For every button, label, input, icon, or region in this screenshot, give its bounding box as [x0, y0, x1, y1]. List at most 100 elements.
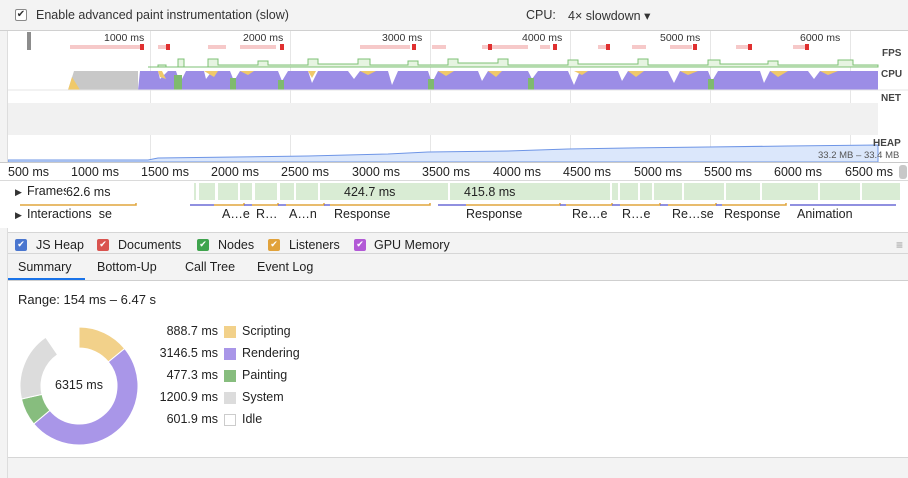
- legend-label: Rendering: [242, 346, 300, 360]
- ruler-tick: 6500 ms: [845, 165, 893, 179]
- overview-tick: 2000 ms: [243, 32, 284, 44]
- fps-track-label: FPS: [882, 48, 902, 59]
- overview-gridline: [290, 31, 291, 162]
- overview-tick: 1000 ms: [104, 32, 145, 44]
- interaction-item[interactable]: A…n: [289, 207, 317, 221]
- interactions-label[interactable]: Interactions: [27, 207, 92, 221]
- overview-tick: 5000 ms: [660, 32, 701, 44]
- ruler-tick: 5000 ms: [634, 165, 682, 179]
- tab-summary[interactable]: Summary: [18, 260, 72, 274]
- active-tab-indicator: [8, 278, 85, 280]
- interactions-expand-icon[interactable]: ▶: [15, 210, 22, 220]
- listeners-label[interactable]: Listeners: [289, 238, 340, 252]
- overview-gridline: [570, 31, 571, 162]
- donut-slice-idle: [45, 326, 80, 356]
- ruler-tick: 5500 ms: [704, 165, 752, 179]
- interactions-track[interactable]: ▶ Interactions Response A…e R… A…n Respo…: [0, 203, 908, 228]
- interaction-item[interactable]: Response: [334, 207, 391, 221]
- cpu-throttle-select[interactable]: 4× slowdown ▾: [568, 9, 651, 23]
- frames-label[interactable]: Frames: [27, 184, 70, 198]
- screenshot-filmstrip: [8, 103, 878, 135]
- cpu-painting-marks: [174, 75, 714, 90]
- fps-graph: [148, 58, 879, 68]
- range-label: Range: 154 ms – 6.47 s: [18, 292, 157, 307]
- summary-panel: Range: 154 ms – 6.47 s 6315 ms 888.7 ms …: [8, 281, 908, 457]
- details-tabbar: Summary Bottom-Up Call Tree Event Log: [8, 254, 908, 281]
- interaction-item[interactable]: Response: [99, 207, 112, 221]
- drag-handle-icon[interactable]: ≡: [896, 238, 904, 252]
- overview-tick: 6000 ms: [800, 32, 841, 44]
- tab-call-tree[interactable]: Call Tree: [185, 260, 236, 274]
- summary-donut-chart: [19, 326, 139, 446]
- frames-bars: [46, 183, 900, 200]
- interaction-brackets: [20, 203, 896, 206]
- net-track-label: NET: [881, 93, 901, 104]
- paint-instrumentation-checkbox[interactable]: ✔: [15, 9, 27, 21]
- legend-value: 601.9 ms: [166, 412, 218, 426]
- frames-track[interactable]: ▶ Frames 62.6 ms 424.7 ms 415.8 ms: [0, 181, 908, 203]
- ruler-tick: 3500 ms: [422, 165, 470, 179]
- tab-event-log[interactable]: Event Log: [257, 260, 314, 274]
- interaction-item[interactable]: Re…e: [572, 207, 608, 221]
- legend-label: Scripting: [242, 324, 291, 338]
- overview-tick: 3000 ms: [382, 32, 423, 44]
- legend-swatch: [224, 414, 236, 426]
- legend-swatch: [224, 370, 236, 382]
- time-ruler: 500 ms 1000 ms 1500 ms 2000 ms 2500 ms 3…: [0, 162, 908, 181]
- interaction-item[interactable]: Response: [724, 207, 781, 221]
- js-heap-checkbox[interactable]: ✔: [15, 239, 27, 251]
- documents-label[interactable]: Documents: [118, 238, 182, 252]
- legend-value: 1200.9 ms: [159, 390, 218, 404]
- legend-swatch: [224, 348, 236, 360]
- documents-checkbox[interactable]: ✔: [97, 239, 109, 251]
- ruler-tick: 4000 ms: [493, 165, 541, 179]
- tab-bottom-up[interactable]: Bottom-Up: [97, 260, 157, 274]
- js-heap-label[interactable]: JS Heap: [36, 238, 84, 252]
- ruler-tick: 6000 ms: [774, 165, 822, 179]
- ruler-tick: 4500 ms: [563, 165, 611, 179]
- gpu-memory-checkbox[interactable]: ✔: [354, 239, 366, 251]
- ruler-tick: 3000 ms: [352, 165, 400, 179]
- interaction-item[interactable]: Re…se: [672, 207, 714, 221]
- legend-value: 888.7 ms: [166, 324, 218, 338]
- interaction-item[interactable]: A…e: [222, 207, 250, 221]
- frame-duration[interactable]: 415.8 ms: [464, 185, 516, 199]
- overview-gridline: [850, 31, 851, 162]
- cpu-rendering-area: [138, 71, 878, 90]
- donut-slice-rendering: [33, 347, 139, 446]
- toolbar: ✔ Enable advanced paint instrumentation …: [0, 0, 908, 31]
- frame-duration[interactable]: 424.7 ms: [344, 185, 396, 199]
- gpu-memory-label[interactable]: GPU Memory: [374, 238, 450, 252]
- overview-gridline: [430, 31, 431, 162]
- legend-swatch: [224, 392, 236, 404]
- legend-value: 477.3 ms: [166, 368, 218, 382]
- cpu-system-area: [68, 71, 138, 90]
- left-gutter: [0, 31, 8, 478]
- heap-range-label: 33.2 MB – 33.4 MB: [818, 150, 900, 161]
- long-frame-markers: [70, 44, 809, 50]
- cpu-throttle-label: CPU:: [526, 8, 556, 22]
- legend-value: 3146.5 ms: [159, 346, 218, 360]
- overview-tick: 4000 ms: [522, 32, 563, 44]
- nodes-label[interactable]: Nodes: [218, 238, 255, 252]
- legend-label: Painting: [242, 368, 288, 382]
- vertical-scrollbar[interactable]: [899, 165, 907, 179]
- ruler-tick: 500 ms: [8, 165, 49, 179]
- frame-duration[interactable]: 62.6 ms: [66, 185, 111, 199]
- interaction-item[interactable]: Animation: [797, 207, 853, 221]
- overview-gridline: [710, 31, 711, 162]
- listeners-checkbox[interactable]: ✔: [268, 239, 280, 251]
- ruler-tick: 1500 ms: [141, 165, 189, 179]
- timeline-overview[interactable]: 1000 ms 2000 ms 3000 ms 4000 ms 5000 ms …: [8, 31, 908, 162]
- bottom-status-bar: [8, 457, 908, 478]
- overview-gridline: [150, 31, 151, 162]
- paint-instrumentation-label[interactable]: Enable advanced paint instrumentation (s…: [36, 8, 289, 22]
- interaction-item[interactable]: R…e: [622, 207, 651, 221]
- frames-expand-icon[interactable]: ▶: [15, 187, 22, 197]
- interaction-item[interactable]: Response: [466, 207, 523, 221]
- heap-graph: [8, 144, 879, 162]
- overview-graphs: [8, 32, 908, 162]
- interaction-item[interactable]: R…: [256, 207, 278, 221]
- heap-track-label: HEAP: [873, 138, 901, 149]
- nodes-checkbox[interactable]: ✔: [197, 239, 209, 251]
